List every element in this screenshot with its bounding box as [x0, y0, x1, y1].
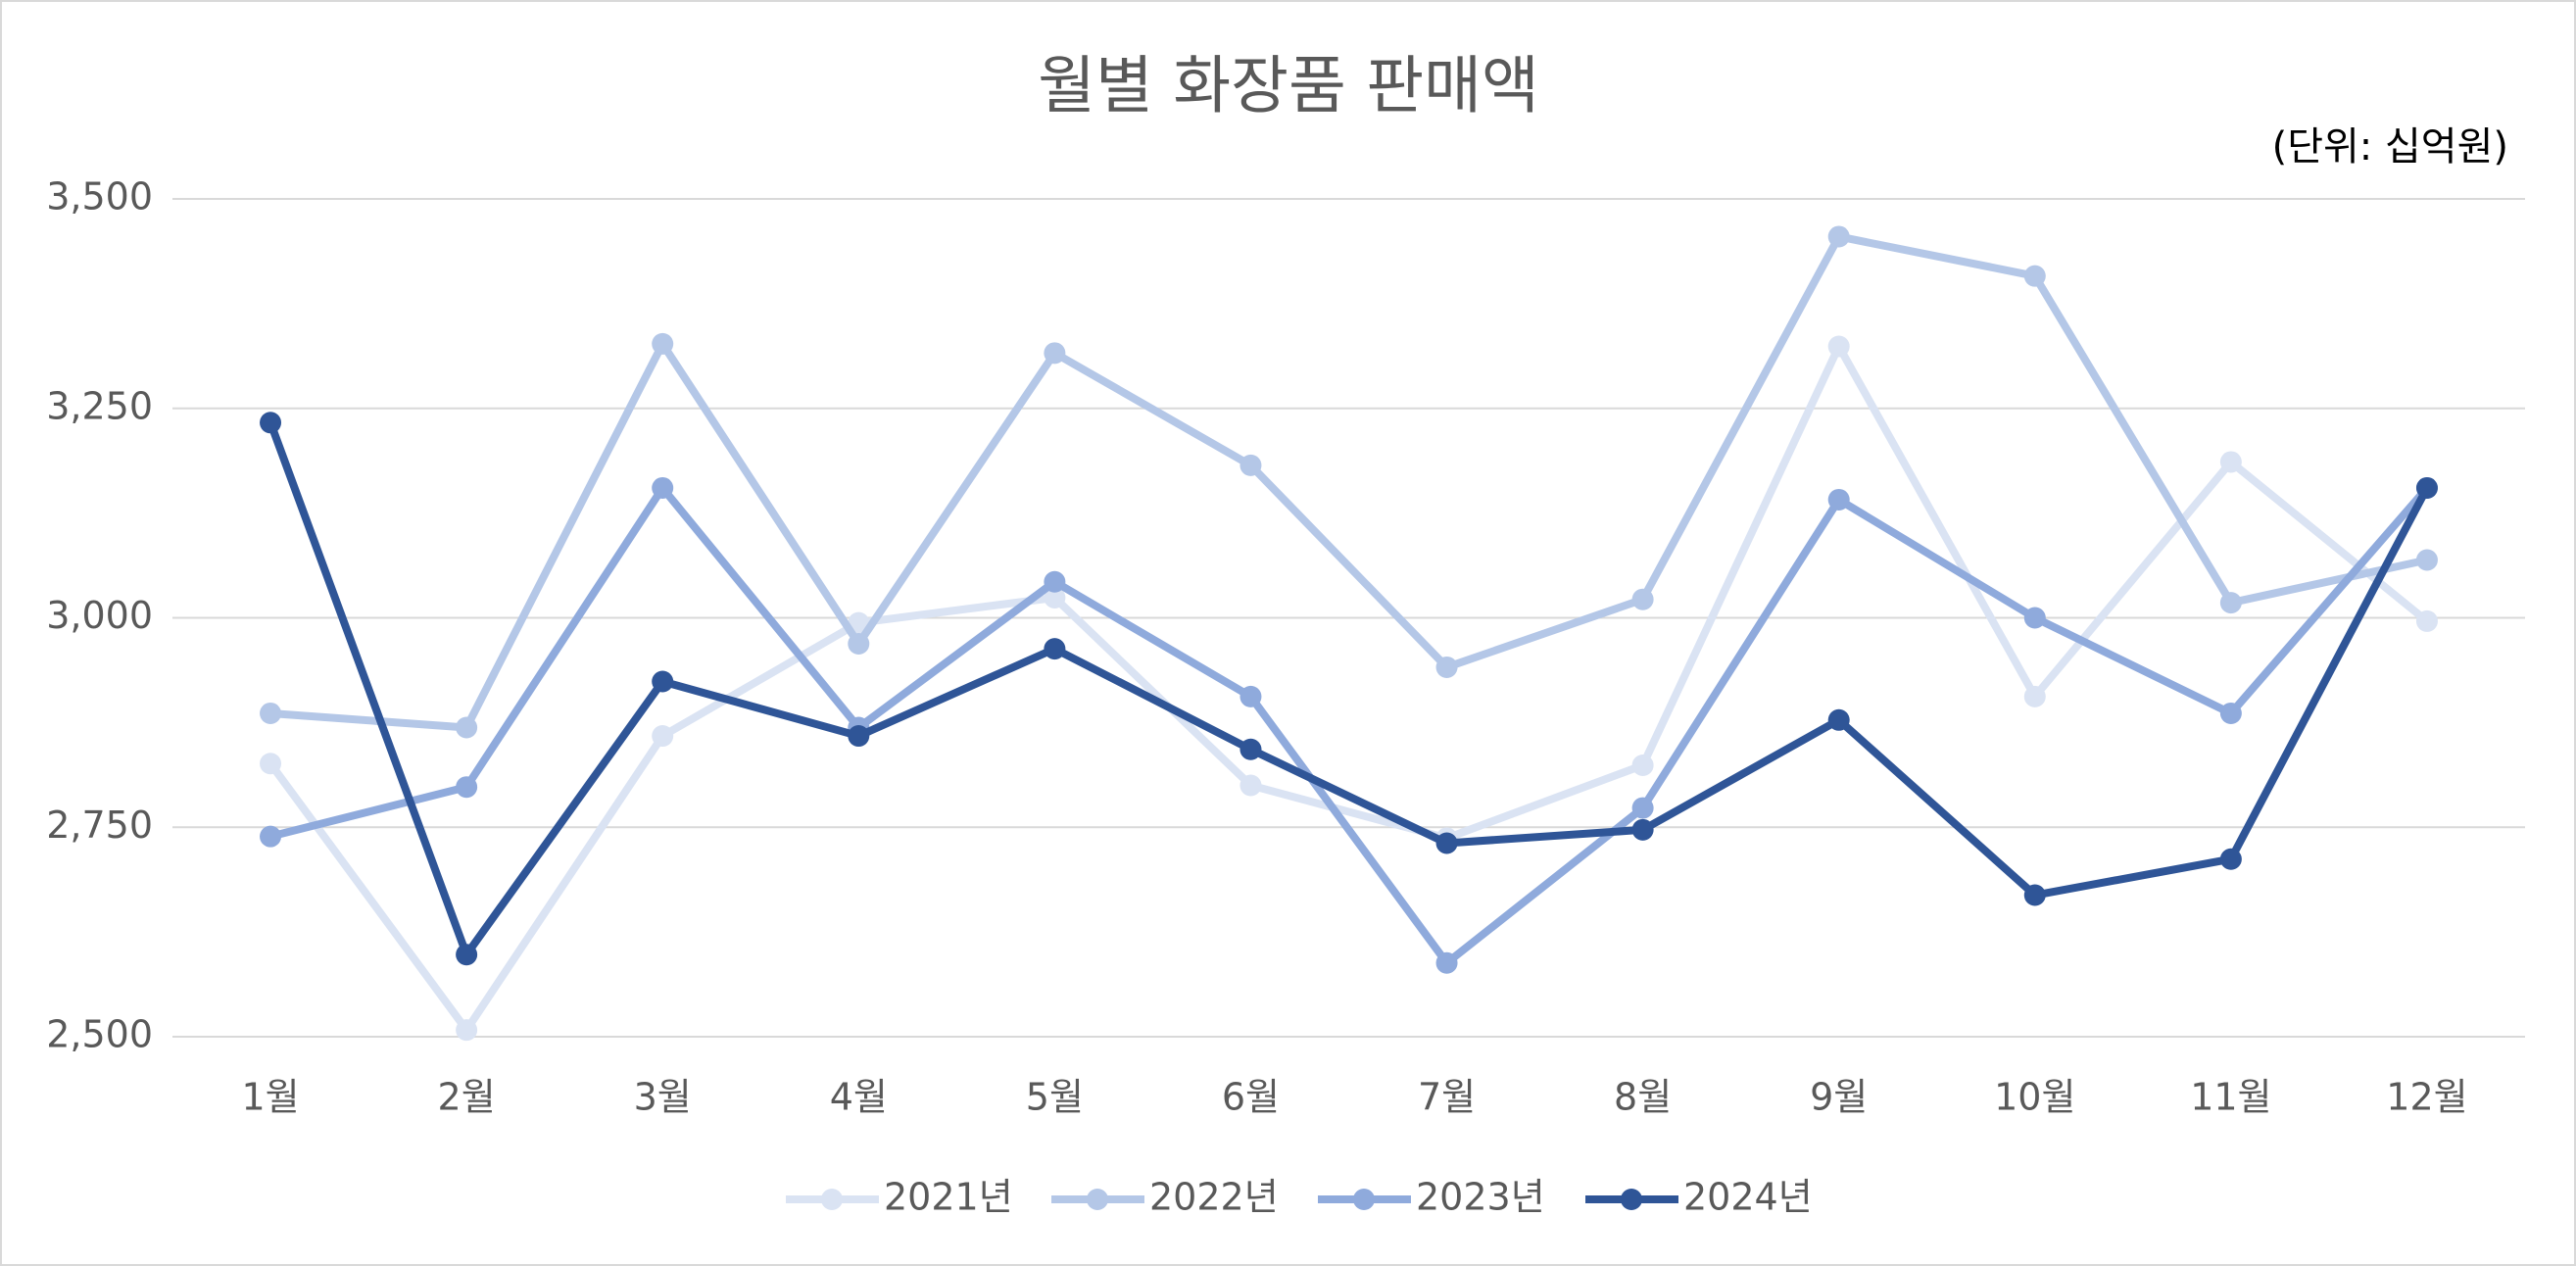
data-point	[1044, 586, 1066, 609]
data-point	[2415, 549, 2438, 571]
y-tick-label: 2,500	[46, 1013, 153, 1056]
legend-swatch-marker	[1087, 1189, 1108, 1210]
data-point	[1435, 832, 1458, 854]
data-point	[2219, 592, 2242, 614]
data-point	[1239, 774, 1262, 797]
x-tick-label: 11월	[2190, 1076, 2271, 1119]
data-point	[1044, 342, 1066, 365]
data-point	[456, 944, 478, 966]
x-tick-label: 2월	[438, 1076, 496, 1119]
data-point	[848, 611, 870, 634]
y-tick-label: 3,000	[46, 594, 153, 637]
data-point	[652, 476, 674, 499]
data-point	[1239, 738, 1262, 760]
legend-swatch-marker	[1621, 1189, 1642, 1210]
legend-label: 2022년	[1149, 1176, 1279, 1219]
data-point	[1631, 818, 1654, 841]
legend-swatch-marker	[821, 1189, 843, 1210]
x-tick-label: 5월	[1026, 1076, 1084, 1119]
data-point	[848, 725, 870, 748]
data-point	[652, 725, 674, 748]
data-point	[260, 825, 282, 848]
x-tick-label: 1월	[241, 1076, 299, 1119]
data-point	[1044, 570, 1066, 593]
data-point	[2219, 848, 2242, 870]
legend-swatch-marker	[1353, 1189, 1375, 1210]
data-point	[456, 776, 478, 799]
data-point	[2415, 476, 2438, 499]
data-point	[2023, 884, 2046, 906]
legend-label: 2024년	[1683, 1176, 1813, 1219]
data-point	[1435, 656, 1458, 678]
data-point	[260, 412, 282, 434]
chart-title: 월별 화장품 판매액	[1038, 51, 1539, 123]
x-tick-label: 8월	[1614, 1076, 1672, 1119]
series-line	[267, 420, 2431, 959]
data-point	[1239, 454, 1262, 476]
legend-label: 2023년	[1416, 1176, 1545, 1219]
x-tick-label: 7월	[1418, 1076, 1476, 1119]
data-point	[456, 1019, 478, 1042]
x-tick-label: 12월	[2386, 1076, 2467, 1119]
x-tick-label: 10월	[1994, 1076, 2075, 1119]
series-line	[267, 342, 2430, 1035]
data-point	[456, 716, 478, 739]
data-point	[2023, 607, 2046, 629]
data-point	[1435, 951, 1458, 974]
data-point	[652, 670, 674, 693]
data-point	[2415, 609, 2438, 632]
x-tick-label: 3월	[634, 1076, 692, 1119]
data-point	[2219, 702, 2242, 724]
legend-label: 2021년	[884, 1176, 1013, 1219]
data-point	[260, 702, 282, 724]
x-tick-label: 9월	[1810, 1076, 1868, 1119]
data-point	[1631, 754, 1654, 776]
data-point	[1631, 797, 1654, 819]
y-tick-label: 3,250	[46, 384, 153, 427]
data-point	[652, 332, 674, 355]
data-point	[2023, 685, 2046, 707]
y-tick-label: 3,500	[46, 175, 153, 219]
data-point	[2023, 265, 2046, 287]
x-tick-label: 4월	[830, 1076, 888, 1119]
data-point	[848, 633, 870, 656]
series-line	[269, 483, 2430, 967]
data-point	[1827, 225, 1850, 248]
data-point	[1827, 708, 1850, 731]
data-point	[1827, 335, 1850, 358]
series-line	[269, 232, 2428, 732]
data-point	[1827, 488, 1850, 511]
data-point	[1239, 685, 1262, 707]
data-point	[1044, 638, 1066, 660]
data-point	[260, 753, 282, 775]
unit-label: (단위: 십억원)	[2272, 124, 2508, 170]
data-point	[2219, 451, 2242, 473]
x-tick-label: 6월	[1222, 1076, 1280, 1119]
y-tick-label: 2,750	[46, 803, 153, 847]
data-point	[1631, 588, 1654, 610]
